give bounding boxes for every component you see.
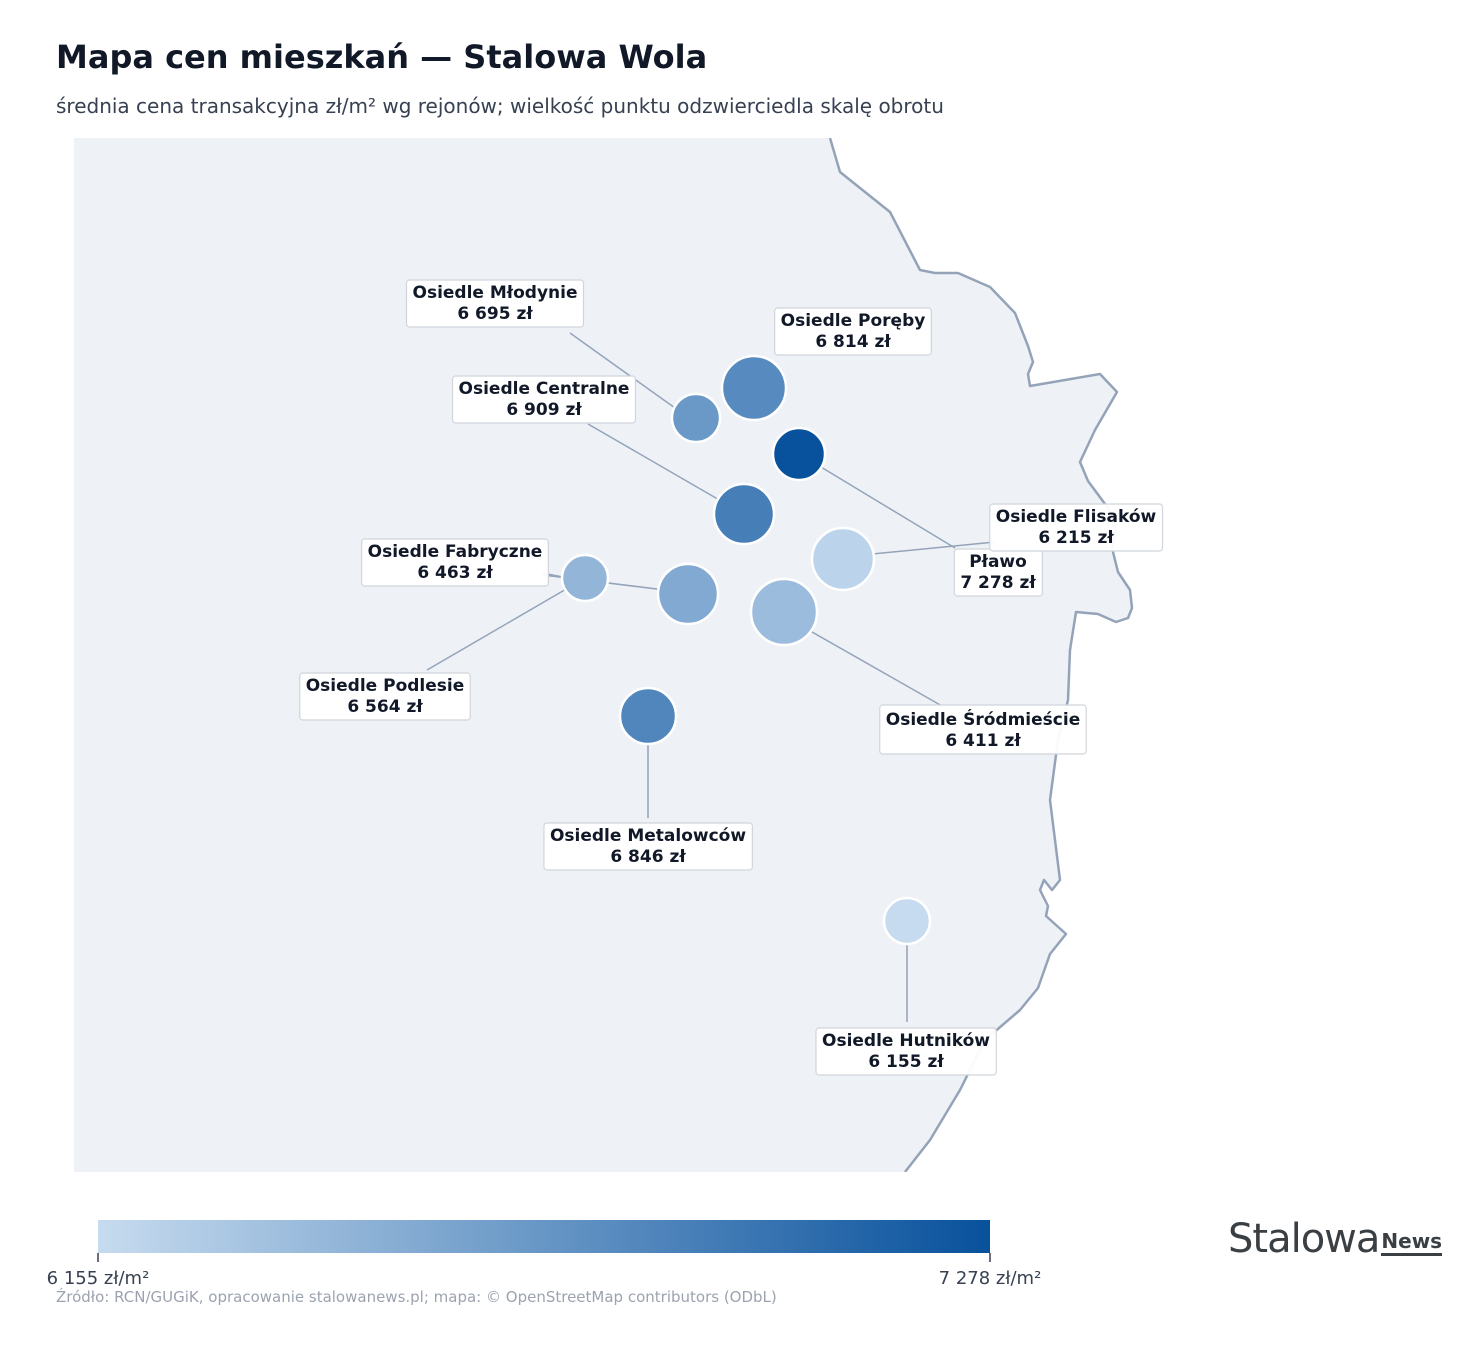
district-price: 6 215 zł bbox=[1038, 528, 1114, 548]
district-label-box bbox=[451, 375, 637, 424]
district-price: 6 909 zł bbox=[506, 400, 582, 420]
district-label-box bbox=[299, 672, 471, 721]
color-scale: 6 155 zł/m² 7 278 zł/m² bbox=[47, 1220, 1042, 1289]
district-name: Osiedle Młodynie bbox=[413, 283, 578, 303]
district-name: Osiedle Fabryczne bbox=[368, 542, 543, 562]
brand-logo[interactable]: Stalowa News bbox=[1228, 1216, 1443, 1266]
district-point[interactable] bbox=[720, 354, 788, 422]
page-title: Mapa cen mieszkań — Stalowa Wola bbox=[56, 38, 708, 76]
district-price: 7 278 zł bbox=[960, 573, 1036, 593]
district-name: Osiedle Metalowców bbox=[550, 826, 746, 846]
district-price: 6 463 zł bbox=[417, 563, 493, 583]
district-price: 6 695 zł bbox=[457, 304, 533, 324]
district-label-box bbox=[774, 307, 932, 356]
city-boundary bbox=[74, 138, 1132, 1172]
district-price: 6 846 zł bbox=[610, 847, 686, 867]
district-label-box bbox=[361, 538, 549, 587]
district-point[interactable] bbox=[670, 392, 722, 444]
district-point[interactable] bbox=[771, 426, 827, 482]
district-point[interactable] bbox=[810, 526, 876, 592]
leader-line bbox=[797, 623, 943, 707]
scale-max-label: 7 278 zł/m² bbox=[939, 1268, 1042, 1289]
leader-line bbox=[587, 423, 729, 506]
district-name: Osiedle Centralne bbox=[459, 379, 630, 399]
district-point[interactable] bbox=[712, 482, 776, 546]
district-point[interactable] bbox=[882, 896, 932, 946]
district-name: Osiedle Flisaków bbox=[996, 507, 1157, 527]
district-price: 6 155 zł bbox=[868, 1052, 944, 1072]
district-name: Pławo bbox=[969, 552, 1027, 572]
scale-min-label: 6 155 zł/m² bbox=[47, 1268, 150, 1289]
district-point[interactable] bbox=[560, 553, 610, 603]
district-point[interactable] bbox=[749, 577, 819, 647]
leader-lines bbox=[426, 332, 996, 1022]
source-note: Źródło: RCN/GUGiK, opracowanie stalowane… bbox=[56, 1288, 777, 1306]
district-label-box bbox=[879, 704, 1087, 755]
district-point[interactable] bbox=[618, 686, 678, 746]
district-name: Osiedle Hutników bbox=[822, 1031, 990, 1051]
district-price: 6 411 zł bbox=[945, 731, 1021, 751]
district-price: 6 814 zł bbox=[815, 332, 891, 352]
leader-line bbox=[815, 463, 956, 549]
district-name: Osiedle Podlesie bbox=[306, 676, 465, 696]
leader-line bbox=[426, 587, 569, 671]
leader-line bbox=[569, 332, 676, 409]
district-point[interactable] bbox=[656, 562, 720, 626]
district-label-box bbox=[543, 822, 753, 871]
district-name: Osiedle Śródmieście bbox=[886, 708, 1080, 730]
brand-logo-main: Stalowa bbox=[1228, 1216, 1380, 1262]
district-name: Osiedle Poręby bbox=[781, 311, 926, 331]
district-label-box bbox=[815, 1027, 997, 1076]
page-subtitle: średnia cena transakcyjna zł/m² wg rejon… bbox=[56, 94, 944, 118]
district-label-box bbox=[405, 279, 585, 328]
district-price: 6 564 zł bbox=[347, 697, 423, 717]
city-boundary-line bbox=[828, 138, 1134, 1172]
color-scale-bar bbox=[98, 1220, 990, 1253]
map-area bbox=[74, 138, 1134, 1172]
district-points bbox=[560, 354, 932, 946]
brand-logo-news: News bbox=[1381, 1229, 1443, 1256]
leader-line bbox=[861, 541, 996, 556]
district-label-box bbox=[989, 503, 1164, 552]
